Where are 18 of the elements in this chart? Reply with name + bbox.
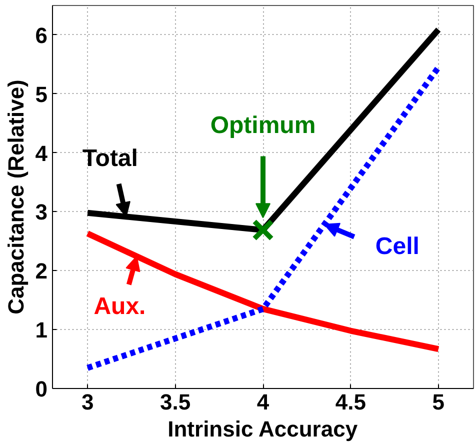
y-axis-title: Capacitance (Relative) <box>3 80 28 314</box>
y-tick-label: 2 <box>35 258 48 284</box>
y-tick-label: 1 <box>35 318 48 343</box>
x-tick-label: 4.5 <box>335 390 366 414</box>
legend-label: Cell <box>375 232 420 260</box>
series-label: Total <box>82 145 138 172</box>
x-tick-label: 4 <box>256 390 270 414</box>
y-tick-label: 5 <box>35 82 48 107</box>
y-tick-label: 3 <box>35 200 48 225</box>
series-label: Aux. <box>94 292 146 320</box>
x-tick-label: 5 <box>432 390 445 414</box>
y-tick-label: 6 <box>35 22 48 48</box>
y-tick-label: 0 <box>35 376 48 402</box>
y-tick-label: 4 <box>35 140 48 166</box>
x-tick-label: 3 <box>81 390 94 414</box>
text: Optimum <box>210 112 316 140</box>
x-tick-label: 3.5 <box>160 390 191 414</box>
x-axis-title: Intrinsic Accuracy <box>168 416 358 442</box>
